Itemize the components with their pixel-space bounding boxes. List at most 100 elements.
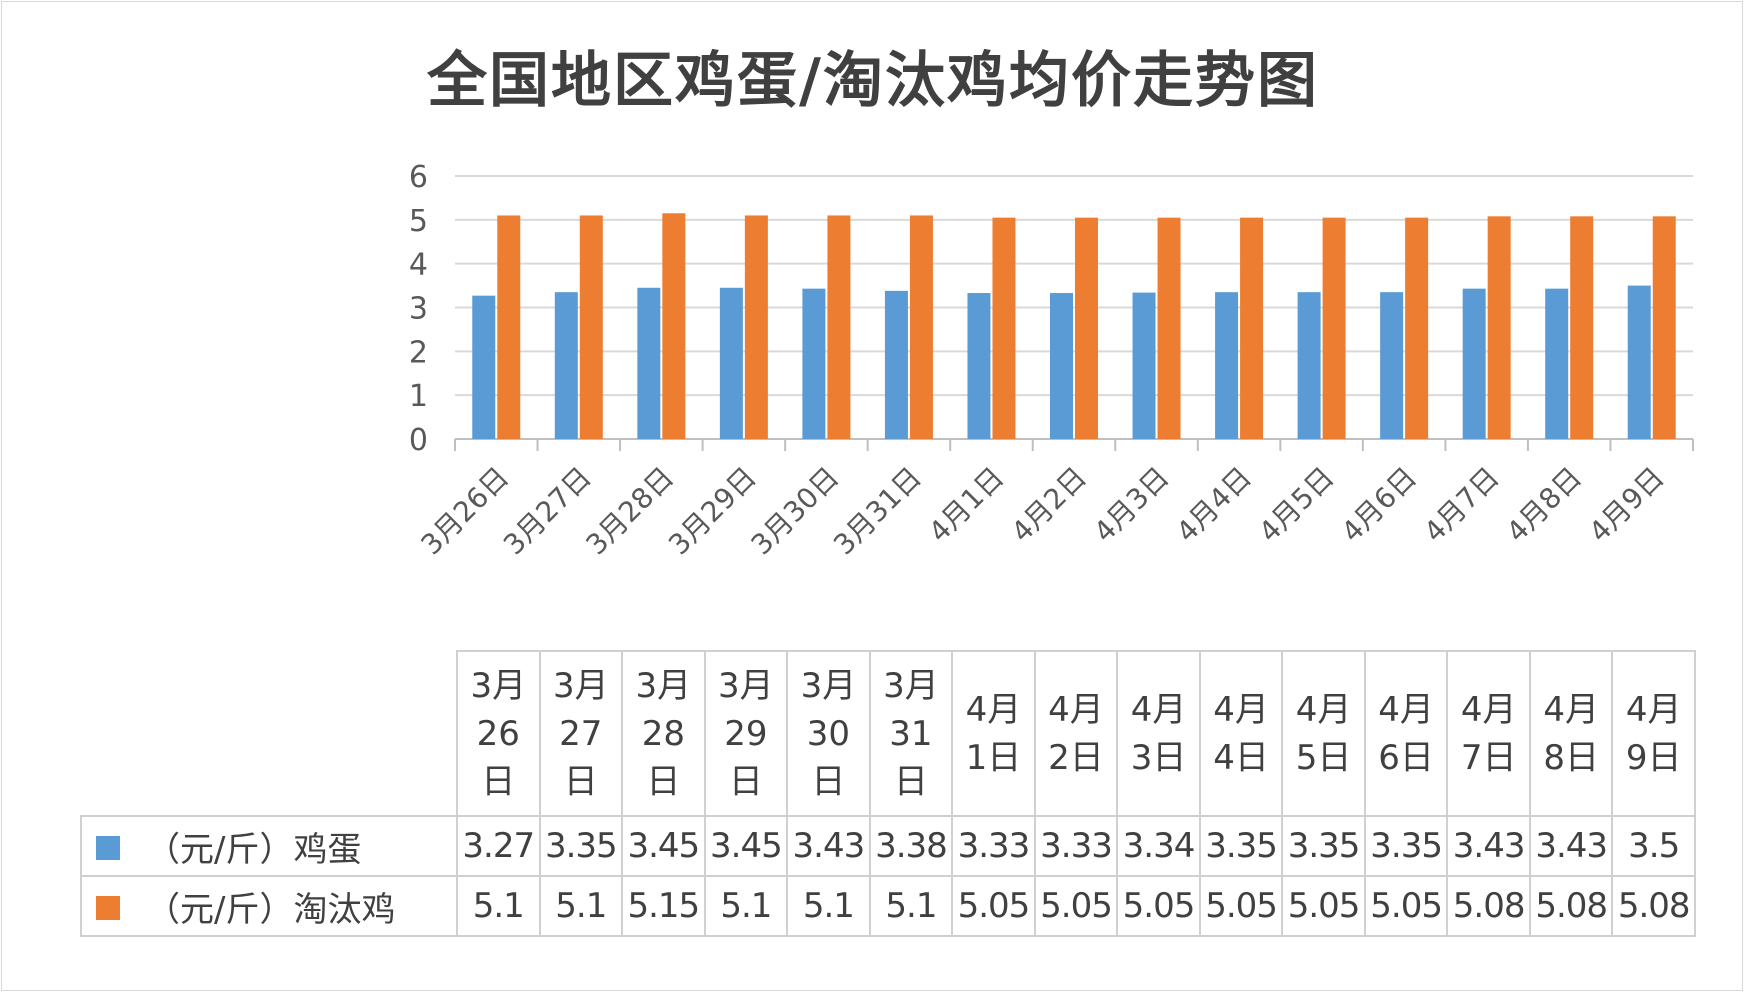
legend-swatch	[96, 896, 120, 920]
bar-egg	[1297, 292, 1321, 439]
table-date-part: 日	[563, 761, 598, 802]
bar-egg	[1627, 285, 1651, 439]
bar-culled-hen	[1240, 217, 1264, 439]
table-date-header: 4月 1日	[951, 650, 1036, 817]
table-date-part: 30	[806, 713, 851, 754]
bar-culled-hen	[497, 215, 521, 439]
x-tick-label: 4月8日	[1500, 461, 1588, 549]
x-tick-label: 4月4日	[1170, 461, 1258, 549]
table-date-header: 3月 31 日	[868, 650, 954, 817]
table-value-cell: 3.35	[1363, 815, 1449, 877]
table-date-header: 3月 27 日	[538, 650, 624, 817]
bar-egg	[1462, 288, 1486, 439]
table-date-header: 4月 5日	[1281, 650, 1366, 817]
table-corner	[81, 651, 458, 817]
y-tick-label: 2	[409, 335, 428, 370]
y-tick-label: 0	[409, 423, 428, 458]
bar-culled-hen	[579, 215, 603, 439]
x-tick-label: 3月27日	[497, 461, 598, 562]
x-tick-label: 4月5日	[1252, 461, 1340, 549]
x-tick-label: 4月7日	[1417, 461, 1505, 549]
y-tick-label: 3	[409, 292, 428, 327]
bar-egg	[1380, 292, 1404, 439]
table-value-cell: 3.45	[621, 815, 706, 877]
table-date-part: 4月	[1130, 689, 1187, 730]
table-date-header: 4月 4日	[1198, 650, 1284, 817]
y-tick-label: 6	[409, 160, 428, 195]
plot-area: 0 1 2 3 4 5 6 3月26日3月27日3月28日3月29日3月30日3月31日4月1…	[409, 160, 1694, 562]
table-date-header: 4月 9日	[1611, 650, 1696, 817]
table-date-part: 4月	[1213, 689, 1269, 730]
table-date-part: 3月	[552, 665, 609, 706]
table-date-part: 3月	[883, 665, 939, 706]
x-tick-label: 3月26日	[414, 461, 515, 562]
table-date-header: 4月 6日	[1363, 650, 1449, 817]
legend-swatch	[96, 836, 120, 860]
table-value-cell: 5.1	[868, 875, 954, 937]
table-date-header: 4月 8日	[1528, 650, 1614, 817]
table-date-part: 8日	[1543, 737, 1599, 778]
bar-culled-hen	[1487, 216, 1511, 439]
table-value-cell: 5.05	[1033, 875, 1119, 937]
bar-egg	[884, 290, 908, 439]
bar-egg	[967, 293, 991, 439]
table-date-part: 31	[889, 713, 933, 754]
table-value-cell: 3.45	[703, 815, 789, 877]
table-date-header: 3月 30 日	[786, 650, 871, 817]
table-value-cell: 3.43	[786, 815, 871, 877]
bar-egg	[1215, 292, 1239, 439]
table-date-part: 9日	[1625, 737, 1682, 778]
table-date-part: 日	[728, 761, 763, 802]
table-value-cell: 3.43	[1528, 815, 1614, 877]
table-date-header: 3月 28 日	[621, 650, 706, 817]
table-date-part: 27	[559, 713, 603, 754]
table-value-cell: 5.1	[703, 875, 789, 937]
y-tick-label: 5	[409, 204, 428, 239]
series-legend-cell: （元/斤）鸡蛋	[80, 815, 458, 877]
bar-culled-hen	[1570, 216, 1594, 439]
table-value-cell: 3.38	[868, 815, 954, 877]
x-tick-label: 3月31日	[827, 461, 928, 562]
table-date-part: 日	[646, 761, 681, 802]
table-date-part: 4月	[1295, 689, 1352, 730]
table-value-cell: 3.35	[1281, 815, 1366, 877]
x-tick-label: 4月2日	[1005, 461, 1093, 549]
y-tick-label: 1	[409, 379, 428, 414]
x-tick-label: 4月3日	[1087, 461, 1175, 549]
bar-egg	[802, 288, 826, 439]
bar-culled-hen	[1652, 216, 1676, 439]
table-value-cell: 3.27	[456, 815, 541, 877]
bar-culled-hen	[744, 215, 768, 439]
table-date-part: 4月	[1543, 689, 1599, 730]
bar-egg	[1050, 293, 1073, 439]
bar-culled-hen	[827, 215, 851, 439]
table-value-cell: 3.34	[1116, 815, 1201, 877]
table-date-part: 4月	[1625, 689, 1682, 730]
table-value-cell: 5.05	[1198, 875, 1284, 937]
table-date-header: 3月 26 日	[456, 650, 541, 817]
x-tick-label: 3月28日	[580, 461, 681, 562]
bar-culled-hen	[1157, 217, 1181, 439]
table-value-cell: 5.05	[1281, 875, 1366, 937]
table-value-cell: 5.08	[1611, 875, 1696, 937]
bar-culled-hen	[1322, 217, 1346, 439]
table-date-part: 4月	[1460, 689, 1517, 730]
table-row: （元/斤）淘汰鸡 5.1 5.1 5.15 5.1 5.1 5.1 5.05 5.05 5.05 5…	[80, 875, 1696, 937]
table-value-cell: 5.1	[786, 875, 871, 937]
table-date-part: 3月	[635, 665, 692, 706]
table-value-cell: 5.15	[621, 875, 706, 937]
table-date-part: 29	[724, 713, 768, 754]
x-tick-label: 3月30日	[745, 461, 846, 562]
bar-culled-hen	[909, 215, 933, 439]
table-date-part: 4日	[1213, 737, 1269, 778]
bar-culled-hen	[662, 213, 686, 439]
bar-egg	[554, 292, 578, 439]
series-name: （元/斤）鸡蛋	[146, 829, 362, 870]
table-date-part: 28	[641, 713, 685, 754]
table-row: （元/斤）鸡蛋 3.27 3.35 3.45 3.45 3.43 3.38 3.33 3.33 3…	[80, 815, 1696, 877]
table-value-cell: 3.33	[1033, 815, 1119, 877]
x-tick-label: 4月9日	[1583, 461, 1671, 549]
table-value-cell: 3.5	[1611, 815, 1696, 877]
series-legend-cell: （元/斤）淘汰鸡	[80, 875, 458, 937]
